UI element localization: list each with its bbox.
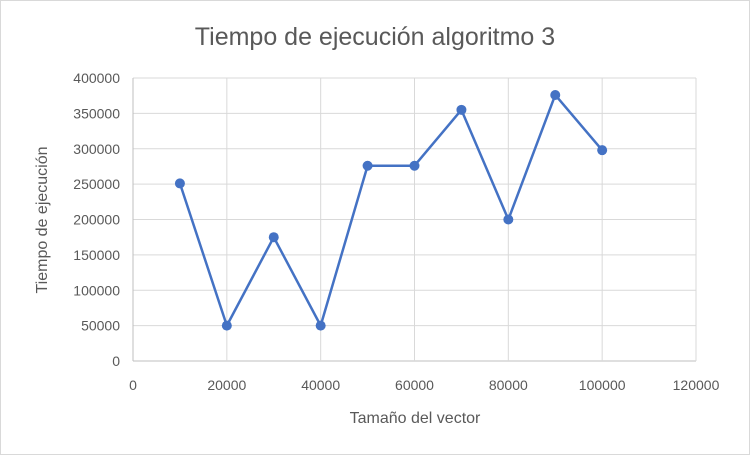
x-tick-label: 60000	[395, 377, 434, 393]
chart-title: Tiempo de ejecución algoritmo 3	[195, 23, 555, 51]
y-tick-label: 0	[112, 353, 120, 369]
y-tick-label: 250000	[73, 176, 120, 192]
y-axis-title: Tiempo de ejecución	[34, 146, 51, 293]
x-tick-label: 0	[129, 377, 137, 393]
x-tick-label: 100000	[579, 377, 626, 393]
data-point	[362, 160, 373, 171]
y-tick-label: 350000	[73, 105, 120, 121]
x-tick-label: 20000	[207, 377, 246, 393]
data-point	[550, 89, 561, 100]
y-tick-label: 200000	[73, 212, 120, 228]
data-point	[597, 145, 608, 156]
y-tick-label: 300000	[73, 141, 120, 157]
series-line	[178, 93, 604, 327]
y-tick-label: 400000	[73, 70, 120, 86]
x-tick-label: 120000	[673, 377, 720, 393]
x-axis-title: Tamaño del vector	[350, 410, 481, 427]
y-tick-label: 50000	[81, 318, 120, 334]
x-tick-label: 80000	[489, 377, 528, 393]
x-tick-labels: 0 20000 40000 60000 80000 100000 120000	[129, 377, 719, 393]
grid-lines	[132, 77, 697, 362]
data-point	[409, 160, 420, 171]
data-point	[315, 320, 326, 331]
y-tick-label: 100000	[73, 282, 120, 298]
data-point	[456, 104, 467, 115]
data-point	[503, 214, 514, 225]
data-point	[221, 320, 232, 331]
y-tick-labels: 0 50000 100000 150000 200000 250000 300000 3500…	[73, 70, 120, 369]
x-tick-label: 40000	[301, 377, 340, 393]
data-point	[268, 232, 279, 243]
series-line-group	[174, 89, 608, 331]
data-point	[174, 178, 185, 189]
y-tick-label: 150000	[73, 247, 120, 263]
